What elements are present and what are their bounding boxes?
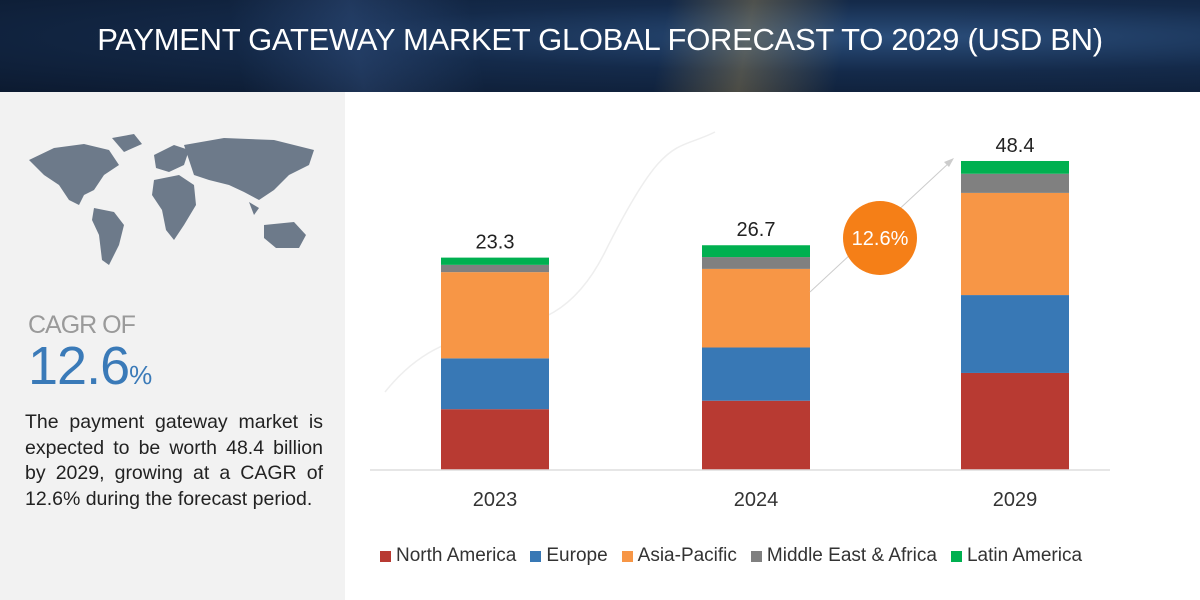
bar-segment-2023-middle-east-africa	[441, 264, 549, 273]
bar-segment-2029-europe	[961, 295, 1069, 373]
legend-item: Asia-Pacific	[621, 545, 737, 567]
cagr-unit: %	[129, 360, 152, 390]
legend-item: Europe	[530, 545, 608, 567]
x-tick-label: 2029	[993, 489, 1038, 511]
legend-swatch	[380, 550, 391, 562]
legend-item: Latin America	[950, 545, 1083, 567]
chart-legend: North America Europe Asia-Pacific Middle Ea…	[380, 545, 1082, 567]
x-tick-label: 2023	[473, 489, 518, 511]
bar-segment-2024-europe	[702, 347, 810, 401]
header-banner: PAYMENT GATEWAY MARKET GLOBAL FORECAST T…	[0, 0, 1200, 92]
legend-label: Latin America	[966, 545, 1083, 566]
legend-item: Middle East & Africa	[750, 545, 937, 567]
bar-segment-2024-north-america	[702, 400, 810, 470]
legend-label: Europe	[546, 545, 608, 566]
x-tick-label: 2024	[734, 489, 779, 511]
legend-swatch	[530, 550, 542, 562]
bar-segment-2029-north-america	[961, 372, 1069, 470]
cagr-badge-text: 12.6%	[852, 228, 909, 250]
legend-item: North America	[380, 545, 516, 567]
bar-segment-2024-middle-east-africa	[702, 257, 810, 269]
bar-segment-2023-north-america	[441, 409, 549, 470]
stacked-bar-chart: 23.3 2023 26.7 2024 48.4 2029 12.6%	[370, 131, 1110, 511]
legend-label: Middle East & Africa	[766, 545, 937, 566]
legend-swatch	[621, 550, 633, 562]
cagr-label: CAGR OF	[28, 311, 136, 339]
bar-segment-2024-latin-america	[702, 245, 810, 258]
cagr-value: 12.6%	[28, 335, 152, 397]
decorative-curve	[384, 131, 716, 393]
header-background	[0, 0, 1200, 92]
bar-segment-2029-asia-pacific	[961, 192, 1069, 296]
market-description: The payment gateway market is expected t…	[25, 411, 323, 510]
bar-segment-2023-latin-america	[441, 257, 549, 265]
legend-label: Asia-Pacific	[637, 545, 737, 566]
legend-swatch	[750, 550, 762, 562]
cagr-number: 12.6	[28, 336, 130, 396]
bar-segment-2029-middle-east-africa	[961, 173, 1069, 193]
bar-total-label: 48.4	[996, 135, 1035, 157]
legend-swatch	[950, 550, 962, 562]
page-title: PAYMENT GATEWAY MARKET GLOBAL FORECAST T…	[97, 22, 1103, 57]
cagr-badge	[843, 201, 917, 275]
growth-arrow-head	[944, 158, 954, 167]
bar-total-label: 26.7	[737, 219, 776, 241]
bar-total-label: 23.3	[476, 232, 515, 254]
world-map-icon	[29, 134, 314, 265]
bar-segment-2023-asia-pacific	[441, 272, 549, 359]
legend-label: North America	[396, 545, 517, 566]
bar-segment-2029-latin-america	[961, 160, 1069, 174]
bar-segment-2024-asia-pacific	[702, 268, 810, 348]
bar-segment-2023-europe	[441, 358, 549, 410]
